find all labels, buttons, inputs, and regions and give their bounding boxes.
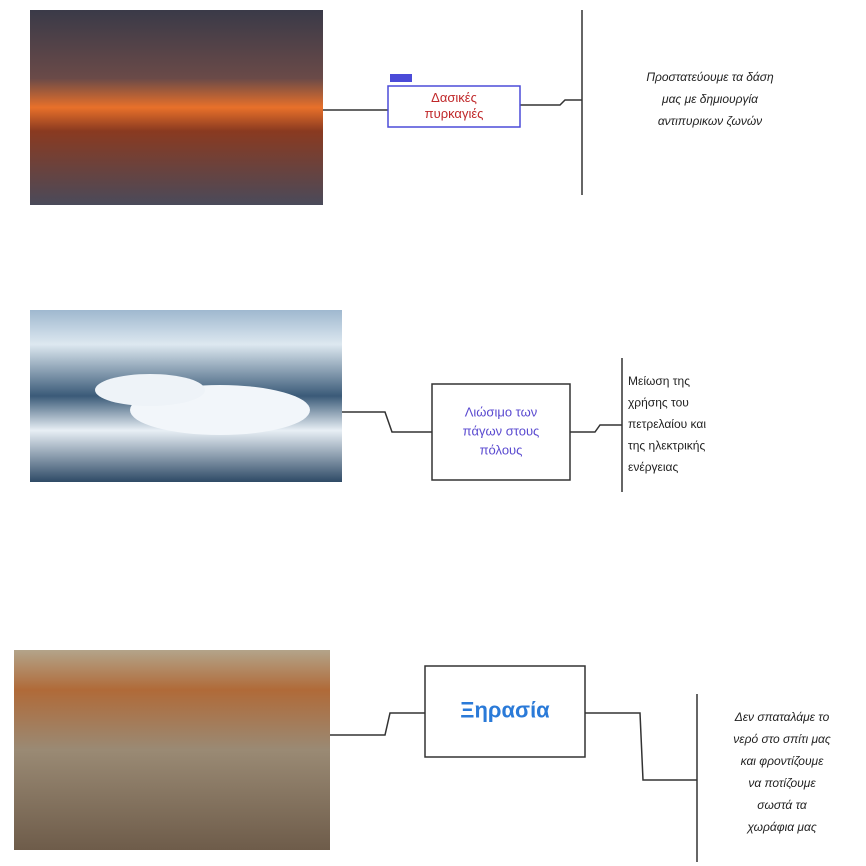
selection-handle [390,74,412,82]
description: της ηλεκτρικής [628,439,705,453]
description: αντιπυρικων ζωνών [658,114,762,128]
description: μας με δημιουργία [661,92,759,106]
connector [520,100,582,105]
box-label: πυρκαγιές [425,106,484,121]
description: ενέργειας [628,460,678,474]
connector [342,412,432,432]
box-label: πόλους [480,442,523,457]
description: σωστά τα [757,798,808,812]
ice-floe [95,374,205,406]
fire-photo [30,10,323,205]
diagram: Δασικέςπυρκαγιές Προστατεύουμε τα δάση μας… [0,0,866,866]
description: χωράφια μας [746,820,816,834]
box-label: Λιώσιμο των [465,404,538,419]
description: Προστατεύουμε τα δάση [646,70,774,84]
box-label: Ξηρασία [460,697,550,722]
description: να ποτίζουμε [748,776,816,790]
connector [585,713,697,780]
box-label: Δασικές [431,90,477,105]
description: χρήσης του [628,396,689,410]
description: Μείωση της [628,374,690,388]
description: και φροντίζουμε [741,754,825,768]
box-label: πάγων στους [463,423,540,438]
connector [330,713,425,735]
description: πετρελαίου και [628,417,706,431]
description: Δεν σπαταλάμε το [734,710,830,724]
drought-photo [14,650,330,850]
connector [570,425,622,432]
description: νερό στο σπίτι μας [733,732,831,746]
